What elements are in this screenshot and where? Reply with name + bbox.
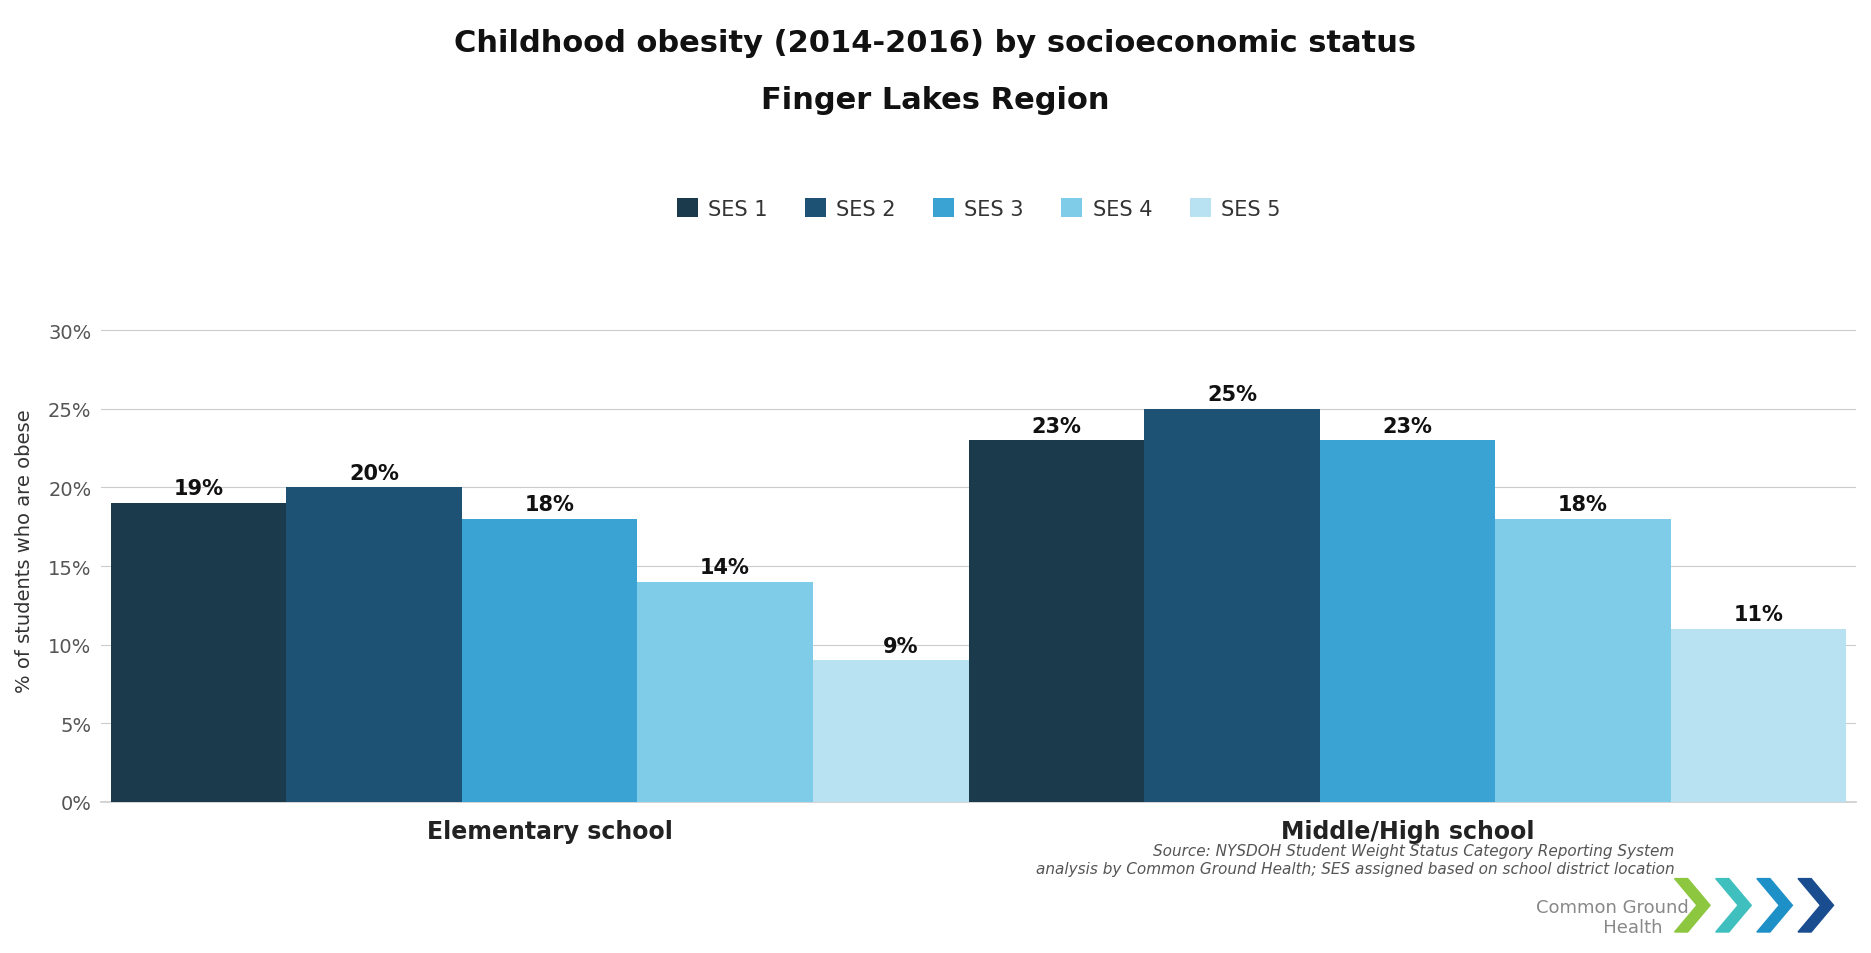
Polygon shape bbox=[1716, 879, 1751, 932]
Bar bbox=[462, 519, 638, 802]
Bar bbox=[969, 441, 1145, 802]
Text: Common Ground
       Health: Common Ground Health bbox=[1536, 898, 1690, 937]
Polygon shape bbox=[1798, 879, 1834, 932]
Polygon shape bbox=[1757, 879, 1792, 932]
Text: 18%: 18% bbox=[524, 495, 574, 515]
Text: 18%: 18% bbox=[1559, 495, 1607, 515]
Text: 23%: 23% bbox=[1383, 416, 1433, 436]
Text: Finger Lakes Region: Finger Lakes Region bbox=[761, 86, 1110, 114]
Bar bbox=[1495, 519, 1671, 802]
Text: 20%: 20% bbox=[350, 463, 399, 483]
Text: 14%: 14% bbox=[700, 558, 750, 578]
Text: Childhood obesity (2014-2016) by socioeconomic status: Childhood obesity (2014-2016) by socioec… bbox=[455, 29, 1416, 57]
Bar bbox=[812, 660, 988, 802]
Legend: SES 1, SES 2, SES 3, SES 4, SES 5: SES 1, SES 2, SES 3, SES 4, SES 5 bbox=[677, 199, 1280, 220]
Polygon shape bbox=[1675, 879, 1710, 932]
Y-axis label: % of students who are obese: % of students who are obese bbox=[15, 409, 34, 693]
Bar bbox=[1671, 629, 1847, 802]
Bar bbox=[1145, 410, 1319, 802]
Text: 23%: 23% bbox=[1031, 416, 1081, 436]
Text: 9%: 9% bbox=[883, 636, 919, 656]
Text: 25%: 25% bbox=[1207, 385, 1257, 405]
Bar bbox=[110, 503, 286, 802]
Bar bbox=[286, 488, 462, 802]
Text: 19%: 19% bbox=[174, 479, 225, 499]
Text: 11%: 11% bbox=[1734, 604, 1783, 624]
Text: Source: NYSDOH Student Weight Status Category Reporting System
analysis by Commo: Source: NYSDOH Student Weight Status Cat… bbox=[1037, 843, 1675, 876]
Bar bbox=[1319, 441, 1495, 802]
Bar bbox=[638, 582, 812, 802]
